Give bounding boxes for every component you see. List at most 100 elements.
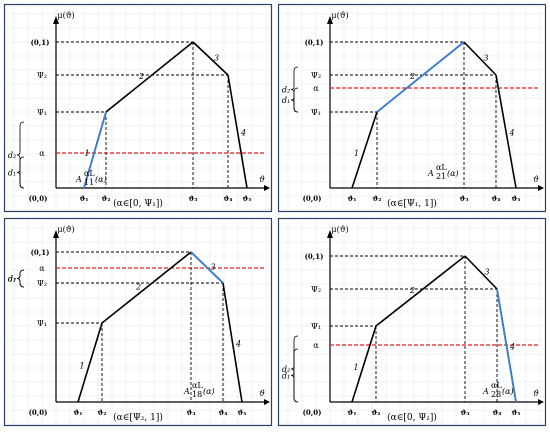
- panel-frame: [277, 217, 547, 427]
- x-axis-label: ϑ: [259, 389, 265, 398]
- x-axis-arrow: [264, 185, 270, 191]
- alpha-label: α: [39, 264, 45, 273]
- x-axis-arrow: [538, 185, 544, 191]
- top-label: (0,1): [31, 248, 50, 257]
- y-axis-label: μ(ϑ): [57, 11, 74, 20]
- panel-1: μ(ϑ) ϑ 1 2 3 4 (0,1) Ψ₂ Ψ₁ α (0,0) ϑ₁ ϑ₂ ϑ₃ ϑ₄ ϑ₅ d₂ d₁ Aα…: [3, 3, 273, 213]
- edge-number-2: 2: [409, 286, 415, 295]
- y-axis-arrow: [327, 230, 333, 238]
- area-sup: αL: [192, 381, 203, 390]
- edge-number-3: 3: [483, 54, 488, 63]
- y-axis-label: μ(ϑ): [331, 225, 348, 234]
- x-tick-2: ϑ₂: [371, 408, 380, 417]
- alpha-label: α: [39, 149, 45, 158]
- x-tick-4: ϑ₄: [218, 408, 227, 417]
- brace-d2-label: d₂: [282, 86, 290, 95]
- x-tick-1: ϑ₁: [73, 408, 82, 417]
- x-tick-3: ϑ₃: [186, 408, 195, 417]
- edge-3: [192, 41, 229, 76]
- x-tick-3: ϑ₃: [188, 194, 197, 203]
- psi1-label: Ψ₁: [37, 319, 47, 328]
- edge-1: [351, 325, 377, 403]
- area-A: A: [427, 169, 434, 178]
- x-tick-2: ϑ₂: [97, 408, 106, 417]
- edge-1: [77, 322, 103, 403]
- psi2-label: Ψ₂: [37, 71, 47, 80]
- highlight-edge: [376, 41, 465, 113]
- x-axis-label: ϑ: [533, 389, 539, 398]
- edge-2: [375, 255, 466, 327]
- brace-d1: [16, 156, 25, 189]
- edge-number-1: 1: [353, 363, 358, 372]
- top-label: (0,1): [31, 38, 50, 47]
- brace-d1-label: d₁: [8, 275, 16, 284]
- edge-2: [101, 251, 192, 324]
- x-tick-4: ϑ₄: [491, 194, 500, 203]
- panel-frame: [3, 217, 273, 427]
- highlight-edge: [496, 288, 517, 403]
- panel-caption: (α∈[Ψ₂, 1]): [113, 412, 163, 423]
- psi1-label: Ψ₁: [311, 322, 321, 331]
- edge-4: [227, 74, 248, 189]
- edge-number-2: 2: [409, 72, 415, 81]
- edge-1: [351, 111, 378, 189]
- origin-label: (0,0): [29, 408, 48, 417]
- brace-d1-label: d₁: [8, 169, 16, 178]
- x-tick-5: ϑ₅: [511, 408, 520, 417]
- highlight-edge: [83, 111, 107, 189]
- area-arg: (α): [95, 175, 107, 184]
- x-axis-arrow: [538, 399, 544, 405]
- x-tick-5: ϑ₅: [511, 194, 520, 203]
- edge-number-4: 4: [240, 129, 246, 138]
- y-axis-arrow: [53, 16, 59, 24]
- brace-d1: [16, 269, 25, 288]
- y-axis-arrow: [53, 230, 59, 238]
- brace-d1: [290, 348, 299, 403]
- y-axis-label: μ(ϑ): [57, 225, 74, 234]
- grid: [280, 6, 544, 211]
- area-sub: 11: [84, 178, 94, 187]
- x-tick-5: ϑ₅: [237, 408, 246, 417]
- grid: [6, 220, 270, 425]
- x-tick-3: ϑ₃: [459, 194, 468, 203]
- origin-label: (0,0): [303, 194, 322, 203]
- panel-caption: (α∈[0, Ψ₂]): [387, 412, 437, 423]
- edge-number-3: 3: [214, 54, 219, 63]
- psi1-label: Ψ₁: [311, 108, 321, 117]
- area-sup: αL: [436, 163, 447, 172]
- x-tick-2: ϑ₂: [372, 194, 381, 203]
- brace-d2: [290, 335, 299, 403]
- edge-number-3: 3: [210, 263, 215, 272]
- edge-number-2: 2: [138, 72, 144, 81]
- edge-number-4: 4: [508, 129, 514, 138]
- edge-3: [463, 41, 497, 76]
- psi2-label: Ψ₂: [37, 279, 47, 288]
- top-label: (0,1): [305, 38, 324, 47]
- grid: [280, 220, 544, 425]
- area-arg: (α): [203, 387, 215, 396]
- psi2-label: Ψ₂: [311, 285, 321, 294]
- x-tick-4: ϑ₄: [492, 408, 501, 417]
- y-axis-label: μ(ϑ): [331, 11, 348, 20]
- brace-d2: [16, 121, 25, 189]
- panel-caption: (α∈[Ψ₁, 1]): [387, 198, 437, 209]
- area-sub: 18: [192, 390, 202, 399]
- edge-number-2: 2: [135, 283, 141, 292]
- origin-label: (0,0): [303, 408, 322, 417]
- x-tick-3: ϑ₃: [460, 408, 469, 417]
- panel-frame: [277, 3, 547, 213]
- edge-number-1: 1: [354, 149, 359, 158]
- psi2-label: Ψ₂: [311, 71, 321, 80]
- x-axis-label: ϑ: [259, 175, 265, 184]
- x-tick-1: ϑ₁: [79, 194, 88, 203]
- area-sup: αL: [491, 381, 502, 390]
- panel-frame: [3, 3, 273, 213]
- panel-caption: (α∈[0, Ψ₁]): [113, 198, 163, 209]
- area-sup: αL: [84, 169, 95, 178]
- area-A: A: [183, 387, 190, 396]
